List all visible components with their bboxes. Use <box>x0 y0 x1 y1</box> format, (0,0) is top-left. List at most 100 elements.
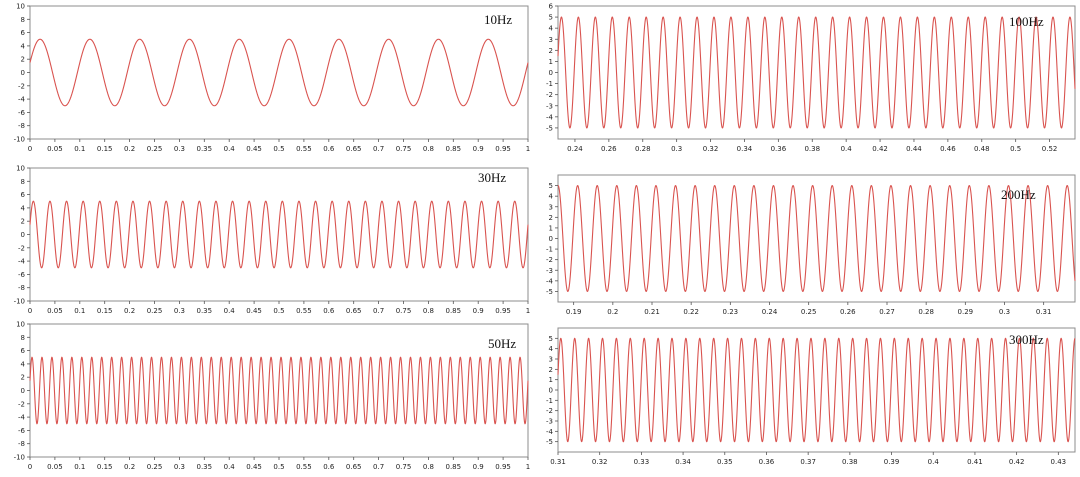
x-tick-label: 0.4 <box>928 458 940 466</box>
x-tick-label: 0.2 <box>124 307 135 315</box>
y-tick-label: 6 <box>549 3 554 11</box>
x-tick-label: 0.23 <box>723 308 739 316</box>
chart-30hz: 10 8 6 4 2 0 -2 -4 -6 -8 -10 0 0.05 0.1 0.15 0.2 0.25 0.3… <box>0 162 535 317</box>
y-tick-label: 4 <box>21 204 26 212</box>
chart-100hz: 6 5 4 3 2 1 0 -1 -2 -3 -4 -5 0.24 0.26 0.28 0.3 0.32 0.34… <box>535 0 1080 160</box>
y-tick-label: 0 <box>549 387 553 395</box>
y-tick-label: 6 <box>21 191 26 199</box>
x-tick-label: 0.55 <box>296 307 312 315</box>
chart-10hz: 10 8 6 4 2 0 -2 -4 -6 -8 -10 0 0.05 0.1 0.15 0.2 0.25 0.3… <box>0 0 535 160</box>
x-tick-label: 0.75 <box>396 463 412 471</box>
y-tick-label: 6 <box>21 29 26 37</box>
frequency-label: 50Hz <box>488 336 516 351</box>
y-tick-label: -5 <box>546 438 553 446</box>
y-tick-label: 2 <box>549 47 553 55</box>
y-tick-label: -2 <box>546 256 553 264</box>
y-tick-label: -1 <box>546 246 553 254</box>
chart-300hz-svg: 5 4 3 2 1 0 -1 -2 -3 -4 -5 0.31 0.32 0.33 0.34 0.35 0.36… <box>546 327 1076 466</box>
y-tick-label: 8 <box>21 178 25 186</box>
x-tick-label: 0.05 <box>47 463 63 471</box>
plot-area <box>29 5 529 140</box>
y-tick-label: 6 <box>21 347 26 355</box>
chart-200hz-svg: 5 4 3 2 1 0 -1 -2 -3 -4 -5 0.19 0.2 0.21 0.22 0.23 0.24 0… <box>546 174 1076 316</box>
x-tick-label: 0.45 <box>246 307 262 315</box>
frequency-label: 100Hz <box>1009 14 1044 29</box>
chart-50hz: 10 8 6 4 2 0 -2 -4 -6 -8 -10 0 0.05 0.1 0.15 0.2 0.25 0.3… <box>0 318 535 477</box>
y-tick-label: 2 <box>21 374 25 382</box>
x-tick-label: 0.6 <box>323 145 335 153</box>
x-tick-label: 0 <box>28 307 32 315</box>
x-tick-label: 0.05 <box>47 307 63 315</box>
y-tick-label: -1 <box>546 397 553 405</box>
y-tick-label: -3 <box>546 267 553 275</box>
x-tick-label: 0.45 <box>246 145 262 153</box>
x-tick-label: 0.65 <box>346 307 362 315</box>
x-tick-label: 0.8 <box>423 145 434 153</box>
y-tick-label: 5 <box>549 335 553 343</box>
chart-100hz-svg: 6 5 4 3 2 1 0 -1 -2 -3 -4 -5 0.24 0.26 0.28 0.3 0.32 0.34… <box>546 3 1076 153</box>
x-tick-label: 0.42 <box>1009 458 1025 466</box>
x-tick-label: 0.22 <box>683 308 699 316</box>
x-tick-label: 0.5 <box>273 307 284 315</box>
x-tick-label: 0.25 <box>147 145 163 153</box>
y-tick-label: -2 <box>18 400 25 408</box>
y-tick-label: 1 <box>549 224 553 232</box>
y-tick-label: 10 <box>16 321 25 329</box>
x-tick-label: 1 <box>526 145 530 153</box>
x-tick-label: 0.35 <box>197 307 213 315</box>
x-tick-label: 0.38 <box>842 458 858 466</box>
x-tick-label: 0.8 <box>423 307 434 315</box>
x-tick-label: 0.24 <box>762 308 778 316</box>
series-line <box>557 184 1076 293</box>
x-tick-label: 0 <box>28 145 32 153</box>
x-tick-label: 0.95 <box>495 145 511 153</box>
x-tick-label: 0.33 <box>634 458 650 466</box>
x-tick-label: 0.4 <box>224 463 236 471</box>
x-tick-label: 0.4 <box>224 145 236 153</box>
x-tick-label: 0.95 <box>495 307 511 315</box>
y-tick-label: 4 <box>549 193 554 201</box>
series-line <box>29 200 529 269</box>
y-tick-label: -4 <box>18 258 26 266</box>
y-tick-label: -4 <box>18 414 26 422</box>
x-tick-label: 0.29 <box>958 308 974 316</box>
x-tick-label: 0.36 <box>759 458 775 466</box>
x-tick-label: 0.34 <box>737 145 753 153</box>
y-tick-label: 2 <box>21 56 25 64</box>
x-tick-label: 0.2 <box>124 463 135 471</box>
x-tick-label: 0.19 <box>566 308 582 316</box>
x-tick-label: 0 <box>28 463 32 471</box>
frequency-label: 10Hz <box>484 12 512 27</box>
y-tick-label: -8 <box>18 284 25 292</box>
y-tick-label: 8 <box>21 334 25 342</box>
y-tick-label: 3 <box>549 356 553 364</box>
x-tick-label: 0.5 <box>273 145 284 153</box>
series-line <box>557 16 1076 129</box>
x-tick-label: 0.38 <box>804 145 820 153</box>
x-tick-label: 0.43 <box>1051 458 1067 466</box>
y-tick-label: -8 <box>18 440 25 448</box>
x-tick-label: 0.27 <box>879 308 895 316</box>
y-tick-label: 4 <box>21 360 26 368</box>
x-tick-label: 0.75 <box>396 307 412 315</box>
y-tick-label: 3 <box>549 36 553 44</box>
x-tick-label: 0.2 <box>124 145 135 153</box>
y-tick-label: 4 <box>549 25 554 33</box>
series-line <box>557 337 1076 443</box>
x-tick-label: 0.55 <box>296 145 312 153</box>
frequency-label: 30Hz <box>478 170 506 185</box>
x-tick-label: 0.48 <box>974 145 990 153</box>
y-tick-label: 3 <box>549 203 553 211</box>
x-tick-label: 0.24 <box>567 145 583 153</box>
x-tick-label: 1 <box>526 463 530 471</box>
x-tick-label: 0.25 <box>801 308 817 316</box>
y-tick-label: -3 <box>546 102 553 110</box>
x-tick-label: 0.75 <box>396 145 412 153</box>
x-tick-label: 0.65 <box>346 145 362 153</box>
x-tick-label: 0.52 <box>1042 145 1058 153</box>
x-tick-label: 0.85 <box>446 307 462 315</box>
x-tick-label: 0.25 <box>147 307 163 315</box>
y-tick-label: 4 <box>549 345 554 353</box>
